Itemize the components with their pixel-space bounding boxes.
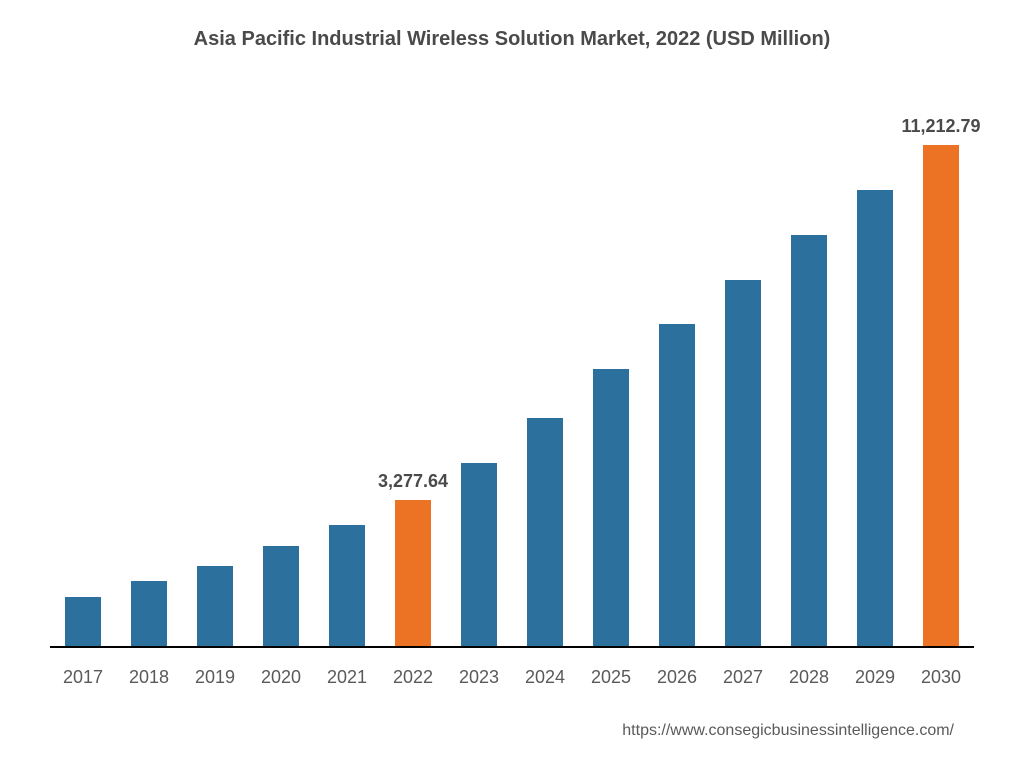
bar [263,546,299,647]
source-url: https://www.consegicbusinessintelligence… [622,722,954,740]
bar [65,597,101,646]
bar [725,280,761,646]
bar-value-label: 3,277.64 [378,471,448,492]
x-axis-label: 2027 [710,667,776,688]
x-axis-label: 2022 [380,667,446,688]
bar-slot [512,110,578,646]
chart-plot-area: 3,277.64 11,212.79 [50,110,974,648]
bar [131,581,167,646]
bar-slot: 3,277.64 [380,110,446,646]
x-axis-label: 2021 [314,667,380,688]
x-axis-label: 2024 [512,667,578,688]
x-axis-label: 2017 [50,667,116,688]
x-axis-label: 2028 [776,667,842,688]
bar-slot [842,110,908,646]
bar-slot [182,110,248,646]
bar [659,324,695,646]
bar: 3,277.64 [395,500,431,646]
x-axis-label: 2030 [908,667,974,688]
bar-value-label: 11,212.79 [901,116,980,137]
x-axis-label: 2026 [644,667,710,688]
bar [857,190,893,646]
bar [791,235,827,646]
bar-slot [248,110,314,646]
bar-slot: 11,212.79 [908,110,974,646]
x-axis-label: 2019 [182,667,248,688]
bar: 11,212.79 [923,145,959,646]
bar-slot [776,110,842,646]
bar [197,566,233,646]
bar-slot [644,110,710,646]
bar [329,525,365,646]
bars-container: 3,277.64 11,212.79 [50,110,974,646]
bar-slot [710,110,776,646]
x-axis-label: 2020 [248,667,314,688]
x-axis-label: 2025 [578,667,644,688]
bar-slot [314,110,380,646]
x-axis-labels: 2017201820192020202120222023202420252026… [50,667,974,688]
x-axis-label: 2029 [842,667,908,688]
bar [593,369,629,646]
bar-slot [446,110,512,646]
x-axis-label: 2018 [116,667,182,688]
bar [461,463,497,646]
x-axis-label: 2023 [446,667,512,688]
bar-slot [116,110,182,646]
chart-title: Asia Pacific Industrial Wireless Solutio… [0,0,1024,51]
bar [527,418,563,646]
bar-slot [578,110,644,646]
bar-slot [50,110,116,646]
